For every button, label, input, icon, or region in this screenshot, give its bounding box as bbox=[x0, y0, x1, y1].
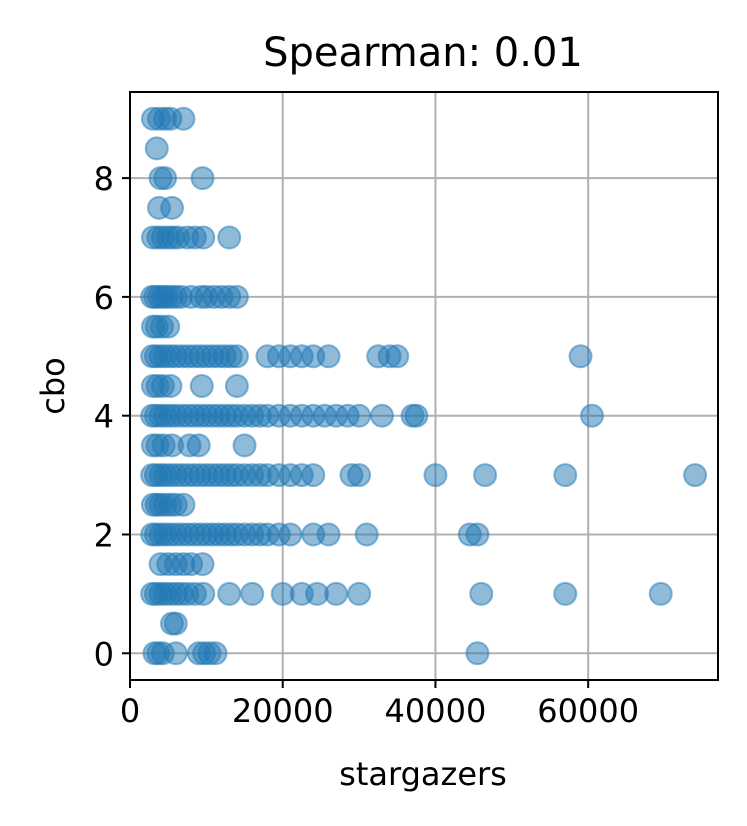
data-point bbox=[156, 314, 181, 339]
data-point bbox=[163, 641, 188, 666]
data-point bbox=[224, 344, 249, 369]
data-point bbox=[191, 225, 216, 250]
data-point bbox=[186, 433, 211, 458]
data-point bbox=[354, 522, 379, 547]
data-point bbox=[191, 581, 216, 606]
data-point bbox=[465, 522, 490, 547]
data-point bbox=[370, 403, 394, 428]
data-point bbox=[648, 581, 673, 606]
plot-frame bbox=[129, 91, 719, 681]
data-point bbox=[683, 463, 708, 488]
data-point bbox=[163, 611, 188, 636]
data-point bbox=[568, 344, 593, 369]
y-axis-label: cbo bbox=[34, 357, 72, 414]
data-point bbox=[232, 433, 257, 458]
data-point bbox=[144, 136, 169, 161]
x-axis-label: stargazers bbox=[339, 755, 507, 793]
data-point bbox=[171, 106, 196, 131]
data-point bbox=[385, 344, 410, 369]
data-point bbox=[160, 195, 184, 220]
data-point bbox=[324, 581, 349, 606]
data-point bbox=[473, 463, 498, 488]
data-point bbox=[580, 403, 604, 428]
data-points bbox=[140, 106, 708, 666]
data-point bbox=[316, 522, 341, 547]
data-point bbox=[301, 463, 326, 488]
x-tick-label: 0 bbox=[120, 692, 140, 730]
data-point bbox=[240, 581, 265, 606]
data-point bbox=[224, 374, 249, 398]
x-tick-label: 20000 bbox=[232, 692, 334, 730]
data-point bbox=[553, 581, 578, 606]
data-point bbox=[469, 581, 494, 606]
data-point bbox=[203, 641, 228, 666]
chart-title: Spearman: 0.01 bbox=[263, 30, 583, 76]
x-tick-label: 60000 bbox=[537, 692, 639, 730]
data-point bbox=[190, 166, 215, 191]
y-tick-label: 6 bbox=[94, 279, 114, 317]
data-point bbox=[189, 374, 214, 398]
axis-ticks: 0 20000 40000 60000 0 2 4 6 8 bbox=[94, 160, 639, 730]
data-point bbox=[347, 403, 372, 428]
y-tick-label: 2 bbox=[94, 516, 114, 554]
data-point bbox=[465, 641, 490, 666]
data-point bbox=[190, 552, 215, 577]
data-point bbox=[158, 374, 183, 398]
data-point bbox=[553, 463, 578, 488]
y-tick-label: 0 bbox=[94, 635, 114, 673]
data-point bbox=[224, 284, 249, 309]
data-point bbox=[153, 166, 178, 191]
data-point bbox=[423, 463, 448, 488]
x-tick-label: 40000 bbox=[385, 692, 487, 730]
data-point bbox=[404, 403, 429, 428]
data-point bbox=[316, 344, 341, 369]
data-point bbox=[217, 581, 242, 606]
data-point bbox=[278, 522, 303, 547]
data-point bbox=[217, 225, 242, 250]
data-point bbox=[347, 581, 372, 606]
y-tick-label: 8 bbox=[94, 160, 114, 198]
y-tick-label: 4 bbox=[94, 398, 114, 436]
data-point bbox=[171, 492, 196, 517]
data-point bbox=[347, 463, 372, 488]
